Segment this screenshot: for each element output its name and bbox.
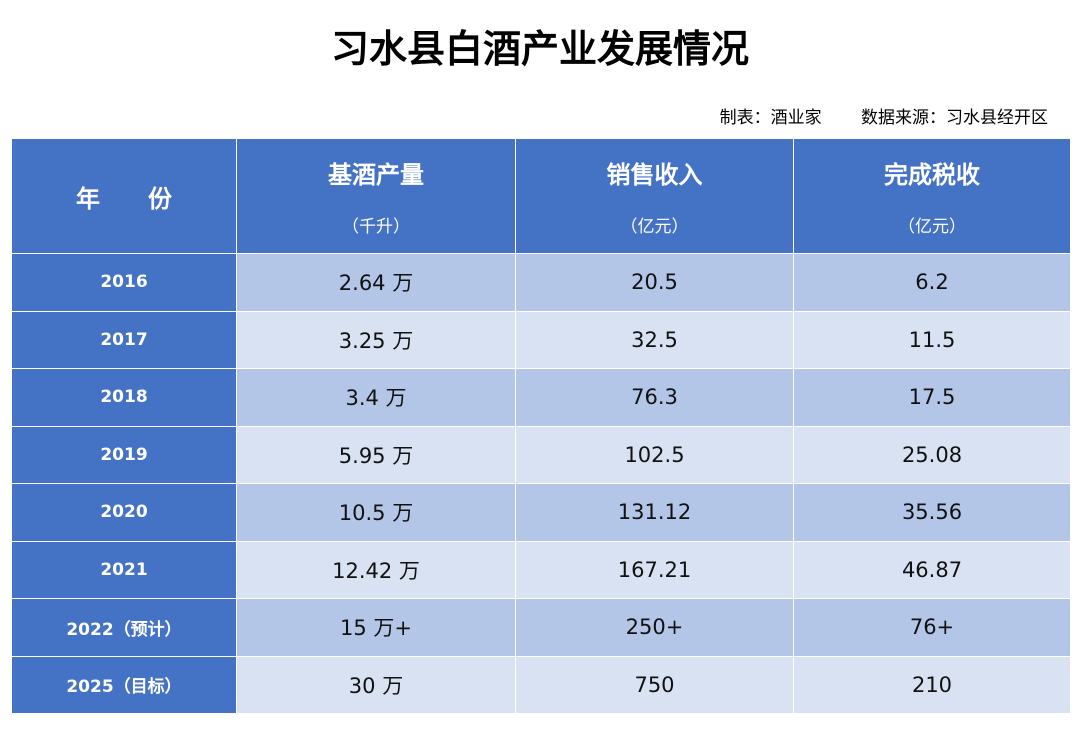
revenue-cell: 167.21 bbox=[515, 540, 794, 599]
table-row: 2019 5.95 万 102.5 25.08 bbox=[11, 425, 1071, 484]
revenue-cell: 131.12 bbox=[515, 483, 794, 542]
year-cell: 2021 bbox=[11, 540, 237, 599]
tax-cell: 76+ bbox=[793, 598, 1071, 657]
revenue-cell: 102.5 bbox=[515, 425, 794, 484]
year-cell: 2018 bbox=[11, 368, 237, 427]
year-cell: 2025（目标） bbox=[11, 655, 237, 714]
year-cell: 2022（预计） bbox=[11, 598, 237, 657]
revenue-cell: 20.5 bbox=[515, 253, 794, 312]
tax-cell: 210 bbox=[793, 655, 1071, 714]
source-label: 数据来源：习水县经开区 bbox=[861, 108, 1048, 128]
header-label: 基酒产量 bbox=[328, 161, 424, 189]
table-row: 2025（目标） 30 万 750 210 bbox=[11, 655, 1071, 714]
production-cell: 15 万+ bbox=[236, 598, 516, 657]
maker-label: 制表：酒业家 bbox=[719, 108, 822, 128]
header-year: 年 份 bbox=[11, 138, 237, 254]
revenue-cell: 750 bbox=[515, 655, 794, 714]
header-unit: （亿元） bbox=[898, 217, 966, 237]
header-row: 年 份 基酒产量 （千升） 销售收入 （亿元） 完成税收 （亿元） bbox=[11, 138, 1071, 254]
year-cell: 2016 bbox=[11, 253, 237, 312]
header-unit: （千升） bbox=[342, 217, 410, 237]
production-cell: 2.64 万 bbox=[236, 253, 516, 312]
production-cell: 3.4 万 bbox=[236, 368, 516, 427]
header-label: 年 份 bbox=[76, 184, 172, 213]
header-label: 完成税收 bbox=[884, 161, 980, 189]
table-meta: 制表：酒业家 数据来源：习水县经开区 bbox=[686, 103, 1048, 128]
tax-cell: 6.2 bbox=[793, 253, 1071, 312]
header-label: 销售收入 bbox=[606, 161, 703, 189]
tax-cell: 35.56 bbox=[793, 483, 1071, 542]
revenue-cell: 32.5 bbox=[515, 310, 794, 369]
table-row: 2020 10.5 万 131.12 35.56 bbox=[11, 483, 1071, 542]
header-tax: 完成税收 （亿元） bbox=[793, 138, 1071, 254]
header-production: 基酒产量 （千升） bbox=[236, 138, 516, 254]
revenue-cell: 76.3 bbox=[515, 368, 794, 427]
production-cell: 12.42 万 bbox=[236, 540, 516, 599]
table-row: 2021 12.42 万 167.21 46.87 bbox=[11, 540, 1071, 599]
production-cell: 5.95 万 bbox=[236, 425, 516, 484]
year-cell: 2017 bbox=[11, 310, 237, 369]
page-title: 习水县白酒产业发展情况 bbox=[330, 27, 749, 71]
header-revenue: 销售收入 （亿元） bbox=[515, 138, 794, 254]
production-cell: 10.5 万 bbox=[236, 483, 516, 542]
year-cell: 2020 bbox=[11, 483, 237, 542]
tax-cell: 17.5 bbox=[793, 368, 1071, 427]
table-row: 2018 3.4 万 76.3 17.5 bbox=[11, 368, 1071, 427]
header-unit: （亿元） bbox=[620, 217, 689, 237]
table-row: 2017 3.25 万 32.5 11.5 bbox=[11, 310, 1071, 369]
table-row: 2016 2.64 万 20.5 6.2 bbox=[11, 253, 1071, 312]
year-cell: 2019 bbox=[11, 425, 237, 484]
table-row: 2022（预计） 15 万+ 250+ 76+ bbox=[11, 598, 1071, 657]
production-cell: 3.25 万 bbox=[236, 310, 516, 369]
revenue-cell: 250+ bbox=[515, 598, 794, 657]
tax-cell: 25.08 bbox=[793, 425, 1071, 484]
production-cell: 30 万 bbox=[236, 655, 516, 714]
tax-cell: 46.87 bbox=[793, 540, 1071, 599]
tax-cell: 11.5 bbox=[793, 310, 1071, 369]
data-table: 年 份 基酒产量 （千升） 销售收入 （亿元） 完成税收 （亿元） 2016 2.64 … bbox=[11, 138, 1071, 714]
